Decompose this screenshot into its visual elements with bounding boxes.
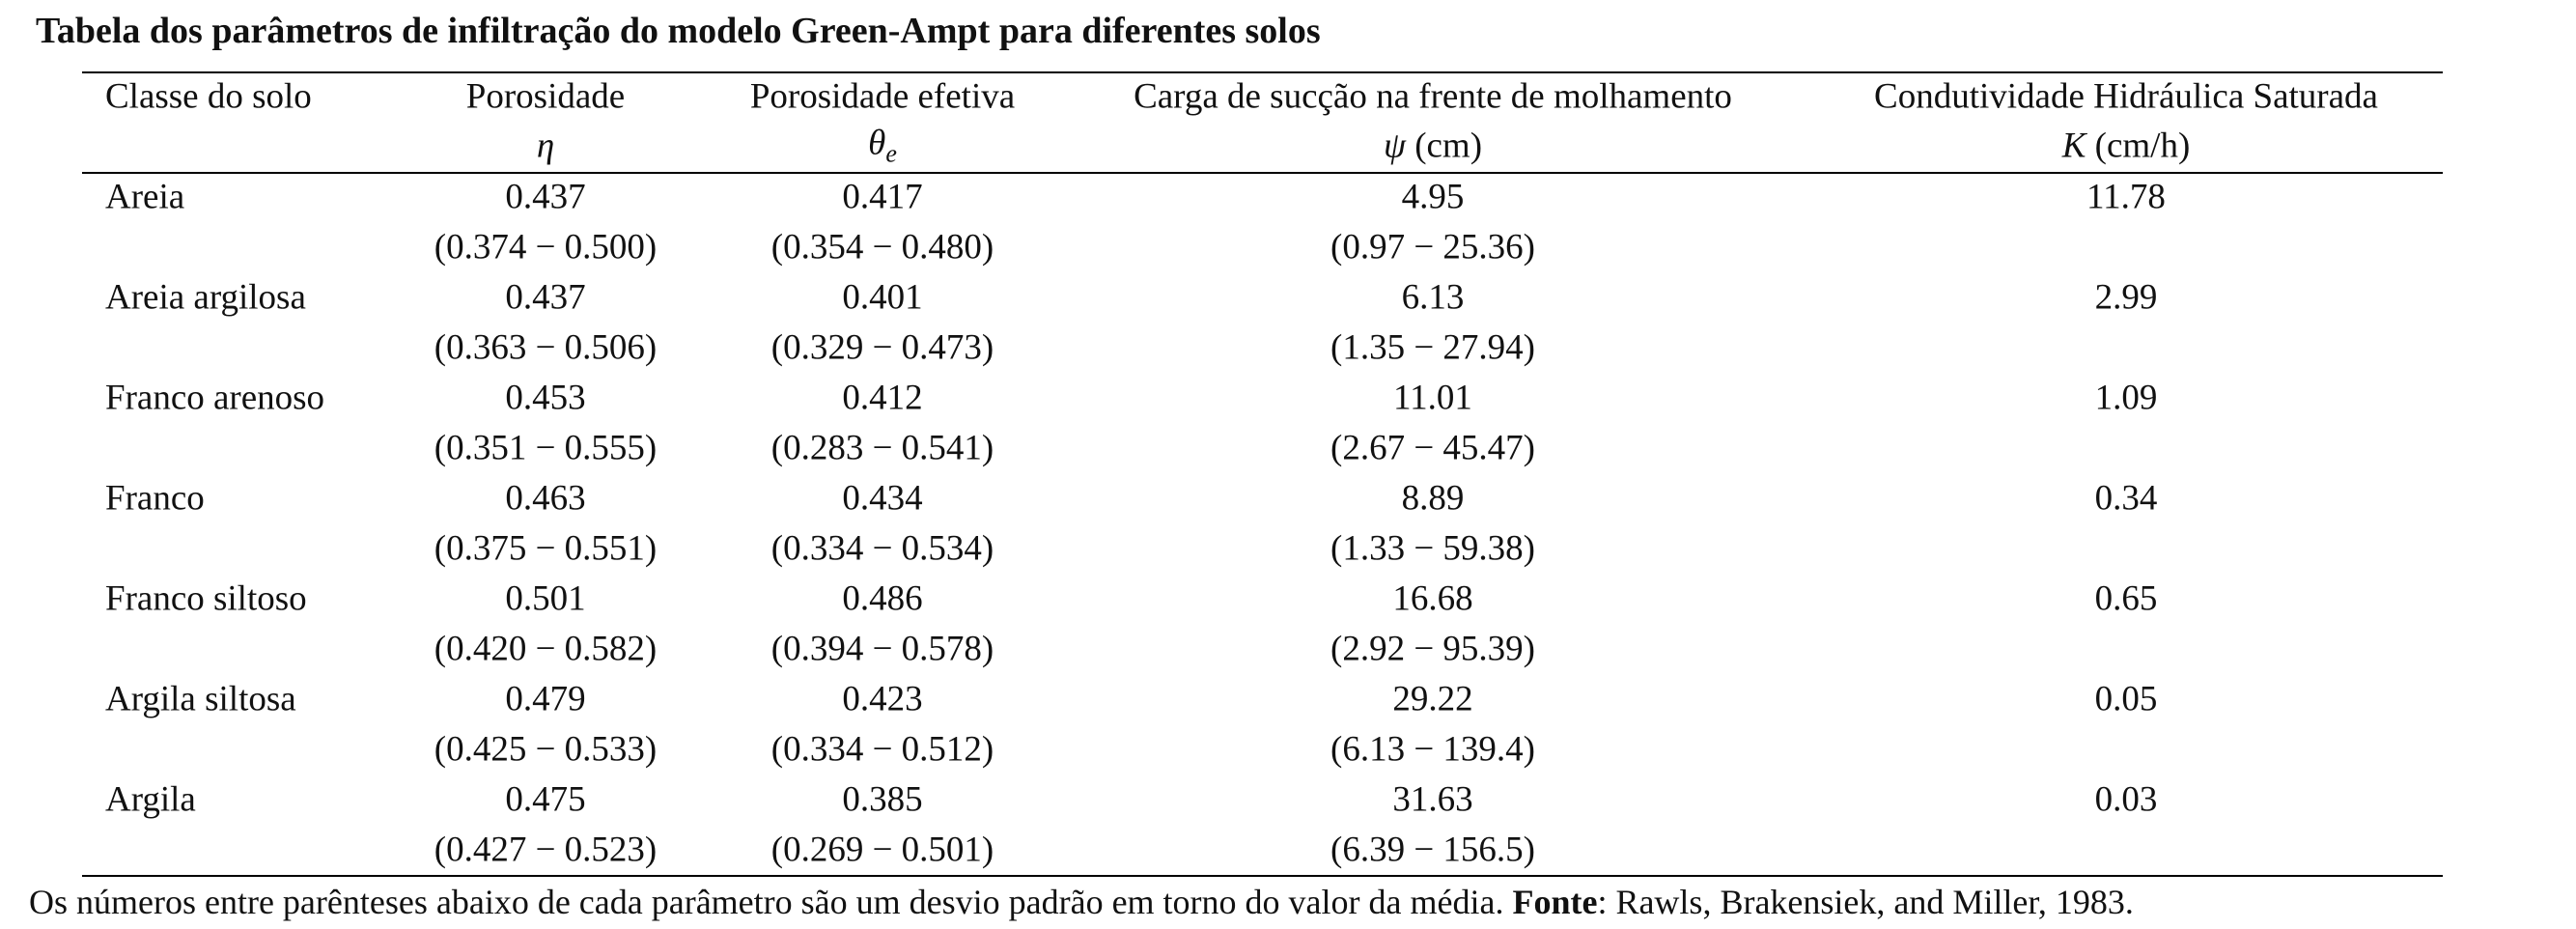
cell-value: 4.95 [1401, 177, 1465, 217]
cell-range: (0.334 − 0.512) [770, 729, 994, 770]
cell-value: 0.423 [842, 679, 923, 719]
header-rule [82, 172, 2443, 174]
cell-range: (6.13 − 139.4) [1330, 729, 1536, 770]
cell-value: 2.99 [2094, 277, 2158, 318]
cell-value: 0.03 [2094, 779, 2158, 820]
top-rule [82, 71, 2443, 73]
bottom-rule [82, 875, 2443, 877]
column-symbol: θe [868, 125, 897, 166]
symbol: η [536, 126, 555, 166]
column-header: Porosidade [465, 76, 626, 117]
cell-value: 0.34 [2094, 478, 2158, 519]
footnote-text: Os números entre parênteses abaixo de ca… [29, 883, 1513, 921]
cell-range: (2.67 − 45.47) [1330, 428, 1536, 468]
cell-range: (1.33 − 59.38) [1330, 528, 1536, 569]
cell-range: (0.363 − 0.506) [434, 327, 658, 368]
cell-value: 11.78 [2086, 177, 2166, 217]
cell-range: (0.374 − 0.500) [434, 227, 658, 267]
soil-class: Franco [105, 478, 205, 519]
cell-range: (0.420 − 0.582) [434, 629, 658, 669]
cell-value: 0.437 [505, 177, 586, 217]
cell-value: 6.13 [1401, 277, 1465, 318]
source-label: Fonte [1512, 883, 1598, 921]
symbol: θ [868, 123, 886, 163]
symbol-unit: (cm) [1414, 126, 1483, 166]
soil-class: Areia argilosa [105, 277, 306, 318]
column-symbol: ψ (cm) [1384, 128, 1482, 164]
cell-value: 0.417 [842, 177, 923, 217]
cell-value: 0.401 [842, 277, 923, 318]
column-header: Porosidade efetiva [749, 76, 1016, 117]
cell-value: 0.479 [505, 679, 586, 719]
cell-range: (1.35 − 27.94) [1330, 327, 1536, 368]
cell-value: 0.385 [842, 779, 923, 820]
cell-range: (0.354 − 0.480) [770, 227, 994, 267]
cell-range: (0.351 − 0.555) [434, 428, 658, 468]
cell-value: 0.437 [505, 277, 586, 318]
cell-value: 16.68 [1392, 578, 1473, 619]
cell-range: (0.394 − 0.578) [770, 629, 994, 669]
column-header: Condutividade Hidráulica Saturada [1874, 76, 2378, 117]
cell-value: 1.09 [2094, 378, 2158, 418]
cell-range: (0.375 − 0.551) [434, 528, 658, 569]
cell-range: (6.39 − 156.5) [1330, 830, 1536, 870]
column-symbol: K (cm/h) [2062, 128, 2191, 164]
soil-class: Franco siltoso [105, 578, 307, 619]
cell-value: 0.486 [842, 578, 923, 619]
cell-range: (0.283 − 0.541) [770, 428, 994, 468]
cell-range: (0.425 − 0.533) [434, 729, 658, 770]
cell-value: 31.63 [1392, 779, 1473, 820]
cell-range: (0.269 − 0.501) [770, 830, 994, 870]
table-title: Tabela dos parâmetros de infiltração do … [36, 11, 1321, 51]
cell-value: 0.434 [842, 478, 923, 519]
cell-range: (0.329 − 0.473) [770, 327, 994, 368]
cell-value: 0.501 [505, 578, 586, 619]
cell-range: (2.92 − 95.39) [1330, 629, 1536, 669]
column-symbol: η [537, 128, 554, 164]
footnote: Os números entre parênteses abaixo de ca… [29, 885, 2134, 919]
soil-class: Argila siltosa [105, 679, 296, 719]
cell-value: 8.89 [1401, 478, 1465, 519]
cell-value: 0.453 [505, 378, 586, 418]
cell-value: 0.05 [2094, 679, 2158, 719]
cell-range: (0.97 − 25.36) [1330, 227, 1536, 267]
soil-class: Argila [105, 779, 196, 820]
source-text: : Rawls, Brakensiek, and Miller, 1983. [1597, 883, 2134, 921]
symbol: K [2061, 126, 2086, 166]
cell-value: 0.463 [505, 478, 586, 519]
symbol-unit: (cm/h) [2094, 126, 2191, 166]
cell-range: (0.334 − 0.534) [770, 528, 994, 569]
column-header: Carga de sucção na frente de molhamento [1134, 76, 1732, 117]
cell-value: 0.65 [2094, 578, 2158, 619]
cell-value: 11.01 [1393, 378, 1472, 418]
cell-value: 29.22 [1392, 679, 1473, 719]
cell-value: 0.475 [505, 779, 586, 820]
symbol: ψ [1383, 126, 1406, 166]
cell-value: 0.412 [842, 378, 923, 418]
soil-class: Franco arenoso [105, 378, 325, 418]
symbol-subscript: e [885, 139, 897, 168]
soil-class: Areia [105, 177, 185, 217]
cell-range: (0.427 − 0.523) [434, 830, 658, 870]
column-header: Classe do solo [105, 76, 312, 117]
